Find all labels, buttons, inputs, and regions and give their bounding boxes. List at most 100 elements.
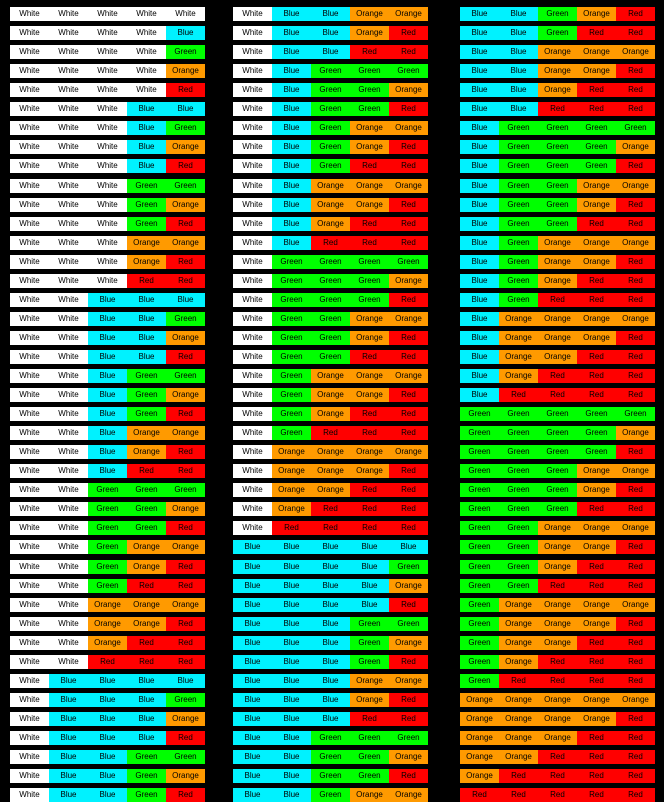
- color-cell: Orange: [350, 197, 389, 212]
- color-cell: Orange: [166, 140, 205, 155]
- color-cell: Green: [499, 483, 538, 498]
- color-cell: Red: [499, 769, 538, 783]
- color-cell: Orange: [538, 311, 577, 326]
- color-cell: White: [10, 407, 49, 422]
- color-cell: Red: [577, 273, 616, 288]
- color-cell: Red: [538, 769, 577, 783]
- color-cell: White: [10, 635, 49, 650]
- color-cell: White: [10, 159, 49, 174]
- color-cell: Green: [499, 559, 538, 574]
- color-cell: White: [233, 349, 272, 364]
- combo-row: White White Orange Red Red: [10, 635, 205, 650]
- color-cell: Red: [88, 654, 127, 669]
- color-cell: Green: [272, 349, 311, 364]
- color-cell: Orange: [389, 7, 428, 21]
- color-cell: Green: [577, 159, 616, 174]
- color-cell: Blue: [88, 426, 127, 441]
- color-cell: Red: [127, 464, 166, 479]
- color-cell: Orange: [311, 368, 350, 383]
- color-cell: Green: [538, 407, 577, 422]
- color-cell: Red: [389, 769, 428, 783]
- color-cell: Blue: [49, 692, 88, 707]
- combo-row: White Green Orange Red Red: [233, 407, 428, 422]
- color-cell: White: [49, 635, 88, 650]
- color-cell: Red: [389, 502, 428, 517]
- color-cell: Orange: [389, 178, 428, 193]
- color-cell: Green: [460, 654, 499, 669]
- color-cell: Red: [616, 559, 655, 574]
- combo-row: White Orange Red Red Red: [233, 502, 428, 517]
- color-cell: Blue: [233, 635, 272, 650]
- combo-row: White White White White Red: [10, 83, 205, 98]
- color-cell: Orange: [311, 407, 350, 422]
- color-cell: Red: [389, 692, 428, 707]
- color-cell: White: [10, 83, 49, 98]
- color-cell: Red: [577, 502, 616, 517]
- color-cell: Green: [499, 464, 538, 479]
- color-cell: Blue: [460, 140, 499, 155]
- color-cell: Green: [499, 578, 538, 593]
- color-cell: Red: [311, 235, 350, 250]
- color-cell: Orange: [311, 464, 350, 479]
- color-cell: Blue: [88, 445, 127, 460]
- color-cell: Green: [538, 445, 577, 460]
- color-cell: Orange: [389, 121, 428, 136]
- combo-row: White White Green Red Red: [10, 578, 205, 593]
- color-cell: White: [49, 426, 88, 441]
- color-cell: White: [127, 45, 166, 60]
- color-cell: Orange: [499, 750, 538, 764]
- color-cell: Orange: [166, 502, 205, 517]
- color-cell: White: [10, 330, 49, 345]
- color-cell: Red: [499, 388, 538, 402]
- color-cell: Blue: [272, 769, 311, 783]
- color-cell: Red: [166, 159, 205, 174]
- color-cell: Green: [538, 7, 577, 21]
- color-cell: White: [49, 292, 88, 307]
- color-cell: Red: [577, 750, 616, 764]
- color-cell: Orange: [577, 483, 616, 498]
- combo-row: White Blue Blue Blue Green: [10, 692, 205, 707]
- combo-row: White White Orange Orange Orange: [10, 597, 205, 612]
- color-cell: Orange: [616, 597, 655, 612]
- color-cell: White: [233, 254, 272, 269]
- color-cell: Orange: [577, 597, 616, 612]
- color-cell: Red: [389, 349, 428, 364]
- color-cell: White: [233, 121, 272, 136]
- color-cell: Green: [350, 769, 389, 783]
- color-cell: Red: [577, 216, 616, 231]
- color-cell: Blue: [272, 140, 311, 155]
- color-cell: Green: [88, 502, 127, 517]
- color-cell: Blue: [460, 235, 499, 250]
- combo-row: Blue Orange Orange Orange Red: [460, 330, 655, 345]
- color-cell: Red: [499, 673, 538, 688]
- color-cell: Red: [272, 521, 311, 536]
- color-cell: White: [233, 26, 272, 41]
- color-cell: Red: [577, 368, 616, 383]
- combo-row: Blue Blue Green Orange Orange: [233, 788, 428, 802]
- color-cell: Green: [460, 635, 499, 650]
- color-cell: White: [10, 692, 49, 707]
- color-cell: Orange: [499, 692, 538, 707]
- combo-row: Green Green Green Green Orange: [460, 426, 655, 441]
- color-cell: Red: [350, 502, 389, 517]
- color-cell: Blue: [88, 769, 127, 783]
- combo-row: Blue Blue Red Red Red: [460, 102, 655, 117]
- combo-row: White White White Green Green: [10, 178, 205, 193]
- color-cell: Blue: [499, 102, 538, 117]
- color-cell: Blue: [272, 750, 311, 764]
- combo-row: White Orange Orange Orange Orange: [233, 445, 428, 460]
- combo-row: White Blue Blue Green Red: [10, 788, 205, 802]
- color-cell: White: [49, 254, 88, 269]
- combo-row: White White Green Green Red: [10, 521, 205, 536]
- color-cell: Red: [577, 788, 616, 802]
- color-cell: Blue: [460, 311, 499, 326]
- color-cell: White: [10, 597, 49, 612]
- color-cell: Red: [166, 578, 205, 593]
- color-cell: White: [233, 7, 272, 21]
- color-cell: Blue: [311, 26, 350, 41]
- color-cell: White: [233, 464, 272, 479]
- color-cell: White: [10, 178, 49, 193]
- color-cell: Blue: [460, 83, 499, 98]
- color-cell: Blue: [311, 597, 350, 612]
- color-cell: Blue: [272, 788, 311, 802]
